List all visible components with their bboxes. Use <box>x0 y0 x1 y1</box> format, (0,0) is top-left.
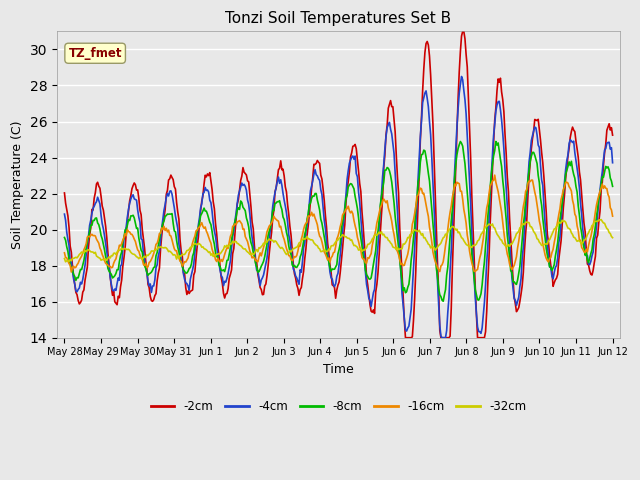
-32cm <box>61 256 68 262</box>
-2cm <box>402 335 410 341</box>
-4cm <box>466 179 474 184</box>
-32cm <box>232 239 240 244</box>
Line: -4cm: -4cm <box>65 76 612 338</box>
-32cm <box>609 235 616 240</box>
-16cm <box>491 172 499 178</box>
-16cm <box>609 213 616 219</box>
-4cm <box>438 335 446 341</box>
-32cm <box>465 243 472 249</box>
-16cm <box>67 269 75 275</box>
-8cm <box>609 183 616 189</box>
-8cm <box>231 218 239 224</box>
-16cm <box>395 252 403 258</box>
-4cm <box>292 273 300 279</box>
-2cm <box>292 275 300 281</box>
Y-axis label: Soil Temperature (C): Soil Temperature (C) <box>11 120 24 249</box>
-2cm <box>466 124 474 130</box>
-4cm <box>367 303 375 309</box>
-16cm <box>293 252 301 258</box>
-2cm <box>609 132 616 138</box>
-32cm <box>369 236 376 242</box>
-32cm <box>597 216 605 222</box>
-4cm <box>61 211 68 217</box>
-8cm <box>465 204 472 210</box>
-2cm <box>459 29 467 35</box>
-32cm <box>559 219 567 225</box>
-2cm <box>367 308 375 314</box>
Text: TZ_fmet: TZ_fmet <box>68 47 122 60</box>
-32cm <box>395 247 403 252</box>
-2cm <box>561 192 568 198</box>
Title: Tonzi Soil Temperatures Set B: Tonzi Soil Temperatures Set B <box>225 11 452 26</box>
Line: -16cm: -16cm <box>65 175 612 272</box>
Line: -32cm: -32cm <box>65 219 612 262</box>
-4cm <box>231 218 239 224</box>
-2cm <box>394 174 401 180</box>
-8cm <box>440 299 447 304</box>
-8cm <box>394 234 401 240</box>
-32cm <box>293 244 301 250</box>
-8cm <box>561 183 568 189</box>
X-axis label: Time: Time <box>323 363 354 376</box>
-16cm <box>232 222 240 228</box>
Legend: -2cm, -4cm, -8cm, -16cm, -32cm: -2cm, -4cm, -8cm, -16cm, -32cm <box>146 395 531 418</box>
-32cm <box>61 259 69 264</box>
-4cm <box>394 209 401 215</box>
-16cm <box>561 184 568 190</box>
-16cm <box>465 239 472 244</box>
-2cm <box>61 190 68 196</box>
-8cm <box>292 264 300 270</box>
Line: -8cm: -8cm <box>65 142 612 301</box>
-4cm <box>458 73 465 79</box>
-8cm <box>367 275 375 281</box>
-8cm <box>61 235 68 240</box>
-2cm <box>231 231 239 237</box>
-16cm <box>61 250 68 256</box>
-4cm <box>609 160 616 166</box>
-8cm <box>492 139 500 144</box>
-4cm <box>561 179 568 185</box>
Line: -2cm: -2cm <box>65 32 612 338</box>
-16cm <box>369 242 376 248</box>
